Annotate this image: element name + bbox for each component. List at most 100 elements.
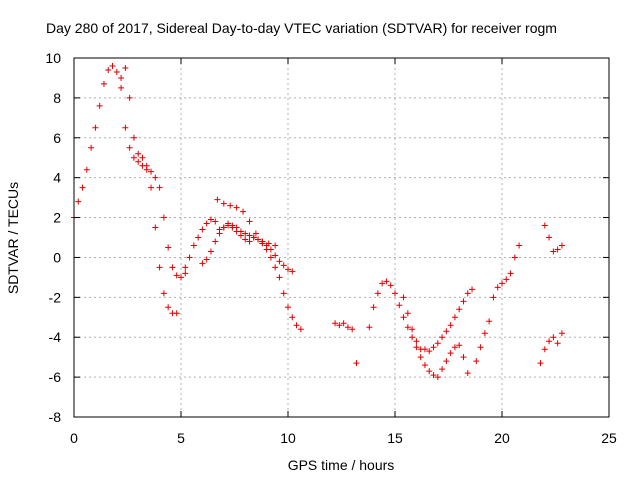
y-tick-label: -4 bbox=[49, 329, 62, 345]
data-point bbox=[139, 154, 146, 161]
data-point bbox=[152, 224, 159, 231]
chart-title: Day 280 of 2017, Sidereal Day-to-day VTE… bbox=[46, 20, 557, 36]
data-point bbox=[156, 264, 163, 271]
y-tick-label: -2 bbox=[49, 289, 62, 305]
y-tick-label: -8 bbox=[49, 409, 62, 425]
y-tick-label: 10 bbox=[45, 50, 61, 66]
data-point bbox=[443, 328, 450, 335]
data-point bbox=[272, 242, 279, 249]
data-point bbox=[143, 166, 150, 173]
data-point bbox=[126, 144, 133, 151]
data-point bbox=[135, 150, 142, 157]
data-point bbox=[297, 326, 304, 333]
x-tick-label: 10 bbox=[280, 430, 296, 446]
data-point bbox=[83, 166, 90, 173]
data-point bbox=[550, 334, 557, 341]
data-point bbox=[344, 324, 351, 331]
data-point bbox=[392, 290, 398, 297]
series-2 bbox=[118, 84, 180, 317]
data-point bbox=[195, 234, 202, 241]
data-point bbox=[400, 314, 407, 321]
series-4 bbox=[199, 220, 296, 275]
data-point bbox=[250, 234, 257, 241]
data-point bbox=[79, 184, 86, 191]
data-point bbox=[267, 246, 274, 253]
data-point bbox=[430, 372, 437, 379]
data-point bbox=[118, 74, 125, 81]
data-point bbox=[165, 304, 172, 311]
data-point bbox=[186, 254, 193, 261]
data-point bbox=[404, 324, 411, 331]
data-point bbox=[203, 256, 210, 263]
data-point bbox=[105, 66, 112, 73]
data-point bbox=[96, 102, 103, 109]
data-point bbox=[550, 248, 557, 255]
data-point bbox=[443, 358, 450, 365]
data-point bbox=[451, 314, 458, 321]
series-10 bbox=[537, 330, 565, 367]
x-axis-label: GPS time / hours bbox=[288, 457, 395, 473]
data-point bbox=[417, 354, 424, 361]
data-point bbox=[109, 62, 116, 69]
data-point bbox=[173, 310, 180, 317]
data-point bbox=[152, 174, 159, 181]
data-point bbox=[464, 290, 471, 297]
data-point bbox=[289, 268, 296, 275]
x-tick-label: 20 bbox=[494, 430, 510, 446]
data-point bbox=[229, 222, 236, 229]
data-point bbox=[156, 184, 163, 191]
data-point bbox=[148, 184, 155, 191]
data-point bbox=[233, 204, 240, 211]
plot-frame bbox=[73, 57, 610, 418]
data-point bbox=[366, 324, 373, 331]
data-point bbox=[426, 348, 433, 355]
data-point bbox=[280, 262, 287, 269]
data-point bbox=[486, 318, 493, 325]
data-point bbox=[516, 242, 523, 249]
data-point bbox=[340, 320, 347, 327]
data-point bbox=[499, 280, 505, 287]
data-point bbox=[285, 304, 291, 311]
data-point bbox=[332, 320, 339, 327]
x-tick-label: 5 bbox=[177, 430, 185, 446]
data-point bbox=[409, 334, 416, 341]
series-7 bbox=[366, 278, 471, 381]
data-point bbox=[178, 274, 184, 281]
axis-ticks bbox=[73, 57, 610, 418]
data-point bbox=[165, 244, 172, 251]
data-point bbox=[139, 162, 146, 169]
x-tick-label: 25 bbox=[601, 430, 617, 446]
data-point bbox=[160, 214, 167, 221]
data-point bbox=[276, 258, 283, 265]
data-point bbox=[558, 330, 565, 337]
y-tick-label: 2 bbox=[53, 210, 61, 226]
data-point bbox=[259, 238, 266, 245]
data-point bbox=[554, 340, 561, 347]
data-point bbox=[473, 358, 480, 365]
data-point bbox=[511, 254, 518, 261]
data-point bbox=[370, 304, 377, 311]
data-point bbox=[272, 264, 279, 271]
data-point bbox=[430, 344, 437, 351]
data-point bbox=[404, 310, 411, 317]
data-point bbox=[400, 294, 407, 301]
data-point bbox=[353, 360, 360, 367]
data-point bbox=[216, 230, 223, 237]
x-tick-labels: 0 5 10 15 20 25 bbox=[70, 430, 617, 446]
data-point bbox=[130, 154, 137, 161]
data-point bbox=[460, 354, 467, 361]
data-point bbox=[285, 266, 291, 273]
data-point bbox=[182, 264, 189, 271]
data-point bbox=[456, 342, 463, 349]
data-point bbox=[494, 284, 501, 291]
series-6 bbox=[332, 320, 360, 367]
data-point bbox=[409, 326, 416, 333]
data-point bbox=[160, 290, 167, 297]
data-point bbox=[434, 374, 441, 381]
data-point bbox=[88, 144, 95, 151]
data-point bbox=[460, 298, 467, 305]
data-point bbox=[246, 232, 253, 239]
x-tick-label: 15 bbox=[387, 430, 403, 446]
data-point bbox=[173, 272, 180, 279]
data-point bbox=[451, 344, 458, 351]
